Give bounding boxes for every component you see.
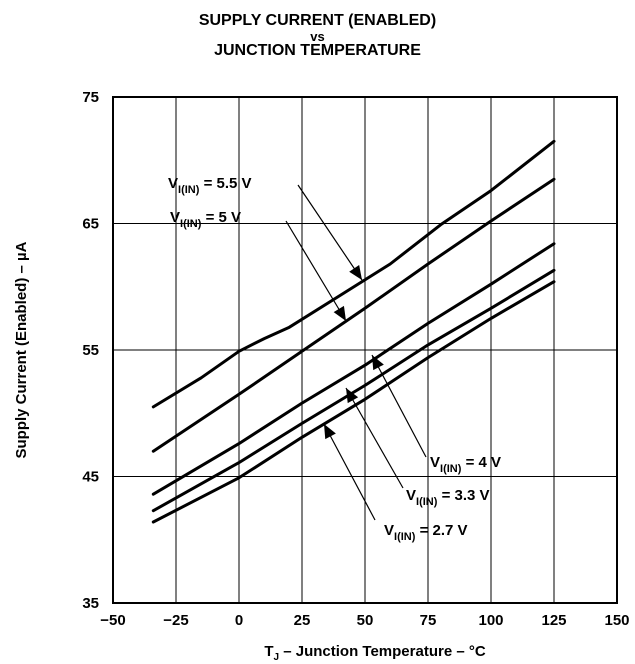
y-tick-label: 55 bbox=[82, 342, 99, 359]
x-tick-label: 25 bbox=[294, 612, 311, 629]
y-tick-label: 45 bbox=[82, 469, 99, 486]
callout-arrowhead bbox=[349, 265, 362, 280]
x-tick-label: 150 bbox=[604, 612, 629, 629]
callout-leader-line bbox=[371, 354, 427, 458]
series-label-2v7: VI(IN) = 2.7 V bbox=[384, 522, 468, 543]
x-tick-label: 125 bbox=[541, 612, 566, 629]
callout-arrowhead bbox=[372, 355, 384, 371]
chart-title-line-2: vs bbox=[310, 29, 325, 44]
y-tick-label: 65 bbox=[82, 216, 99, 233]
x-tick-label: 75 bbox=[420, 612, 437, 629]
chart-title-line-3: JUNCTION TEMPERATURE bbox=[214, 42, 421, 59]
callout-leader-line bbox=[285, 220, 347, 322]
x-tick-label: 100 bbox=[478, 612, 503, 629]
series-line-2 bbox=[151, 242, 556, 496]
series-line-1 bbox=[151, 177, 556, 453]
callout-leader-line bbox=[297, 184, 363, 281]
callout-leader-line bbox=[323, 423, 376, 521]
callout-arrowhead bbox=[346, 388, 359, 404]
y-tick-label: 35 bbox=[82, 595, 99, 612]
series-label-4v: VI(IN) = 4 V bbox=[430, 454, 501, 475]
x-tick-label: 50 bbox=[357, 612, 374, 629]
series-label-5v: VI(IN) = 5 V bbox=[170, 209, 241, 230]
x-tick-label: 0 bbox=[235, 612, 243, 629]
y-axis-label: Supply Current (Enabled) – µA bbox=[13, 241, 30, 458]
series-line-4 bbox=[151, 280, 556, 524]
callout-arrowhead bbox=[333, 305, 346, 321]
series-label-5v5: VI(IN) = 5.5 V bbox=[168, 175, 252, 196]
y-tick-label: 75 bbox=[82, 89, 99, 106]
series-label-3v3: VI(IN) = 3.3 V bbox=[406, 487, 490, 508]
chart-title-line-1: SUPPLY CURRENT (ENABLED) bbox=[198, 12, 437, 29]
callout-leader-line bbox=[345, 387, 404, 489]
x-tick-label: −25 bbox=[163, 612, 188, 629]
callout-arrowhead bbox=[324, 424, 336, 440]
series-line-0 bbox=[151, 139, 556, 409]
x-tick-label: −50 bbox=[100, 612, 125, 629]
series-line-3 bbox=[151, 268, 556, 513]
plot-frame bbox=[112, 96, 618, 604]
x-axis-label: TJ – Junction Temperature – °C bbox=[264, 643, 486, 663]
